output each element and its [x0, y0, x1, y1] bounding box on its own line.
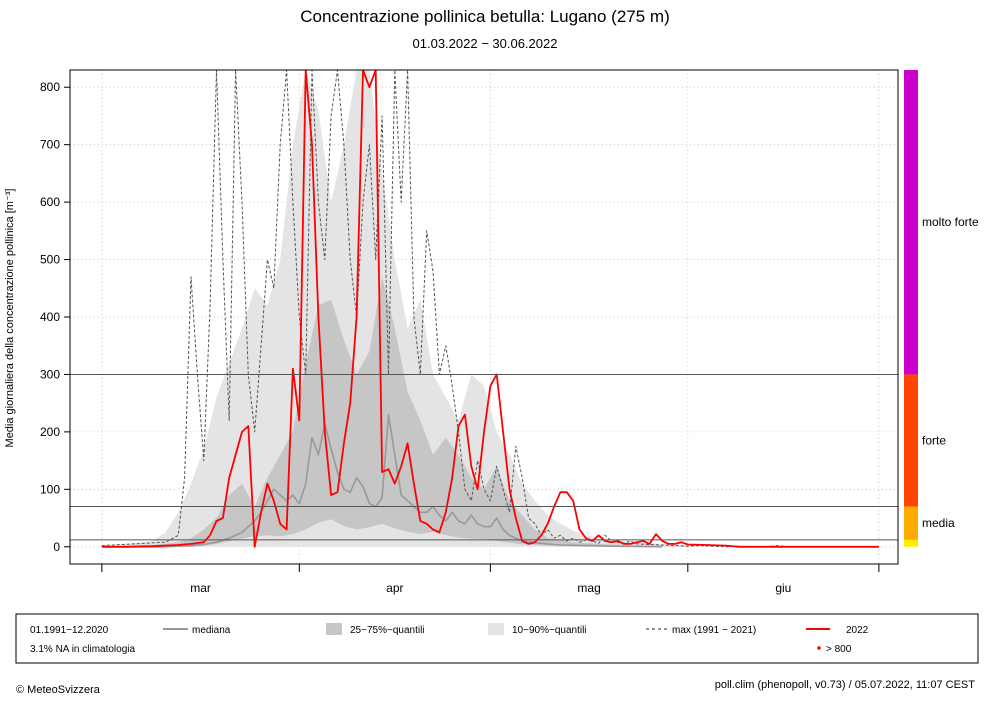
- legend-median-label: mediana: [192, 625, 231, 636]
- level-label: media: [922, 516, 955, 530]
- series-band: [101, 276, 663, 547]
- legend-q10-90-label: 10−90%−quantili: [512, 625, 587, 636]
- legend-period: 01.1991−12.2020: [30, 625, 109, 636]
- legend-q25-75-swatch: [326, 623, 342, 635]
- level-band: [904, 506, 918, 540]
- legend-over-label: > 800: [826, 644, 852, 655]
- y-tick-label: 800: [40, 80, 60, 94]
- x-tick-label: mag: [577, 581, 600, 595]
- version-info: poll.clim (phenopoll, v0.73) / 05.07.202…: [715, 679, 976, 691]
- legend-q10-90-swatch: [488, 623, 504, 635]
- y-tick-label: 100: [40, 482, 60, 496]
- y-axis: 0 100 200 300 400 500 600 700 800: [40, 80, 70, 554]
- copyright: © MeteoSvizzera: [16, 684, 101, 696]
- legend-q25-75-label: 25−75%−quantili: [350, 625, 425, 636]
- threshold-lines: [70, 373, 898, 541]
- level-band: [904, 539, 918, 547]
- legend-over-swatch: [817, 646, 821, 650]
- chart-subtitle: 01.03.2022 − 30.06.2022: [413, 36, 558, 51]
- y-tick-label: 0: [53, 540, 60, 554]
- x-tick-label: mar: [190, 581, 211, 595]
- legend-2022-label: 2022: [846, 625, 869, 636]
- level-bar: molto forte forte media: [904, 70, 979, 547]
- y-tick-label: 600: [40, 195, 60, 209]
- x-axis: mar apr mag giu: [101, 564, 880, 595]
- series-median-line: [101, 413, 663, 548]
- x-tick-label: apr: [386, 581, 403, 595]
- legend-max-label: max (1991 − 2021): [672, 625, 756, 636]
- level-label: molto forte: [922, 215, 979, 229]
- series-max-line: [101, 70, 879, 548]
- y-tick-label: 400: [40, 310, 60, 324]
- series-lines: [101, 70, 879, 548]
- legend-na-note: 3.1% NA in climatologia: [30, 644, 135, 655]
- y-tick-label: 700: [40, 138, 60, 152]
- y-tick-label: 300: [40, 367, 60, 381]
- x-tick-label: giu: [775, 581, 791, 595]
- level-band: [904, 70, 918, 375]
- series-2022-line: [101, 70, 879, 548]
- level-label: forte: [922, 434, 946, 448]
- y-tick-label: 200: [40, 425, 60, 439]
- y-tick-label: 500: [40, 253, 60, 267]
- level-band: [904, 374, 918, 507]
- legend: 01.1991−12.2020 3.1% NA in climatologia …: [15, 613, 979, 664]
- legend-box: [15, 613, 979, 664]
- y-axis-label: Media giornaliera della concentrazione p…: [4, 189, 16, 448]
- chart-title: Concentrazione pollinica betulla: Lugano…: [300, 7, 670, 26]
